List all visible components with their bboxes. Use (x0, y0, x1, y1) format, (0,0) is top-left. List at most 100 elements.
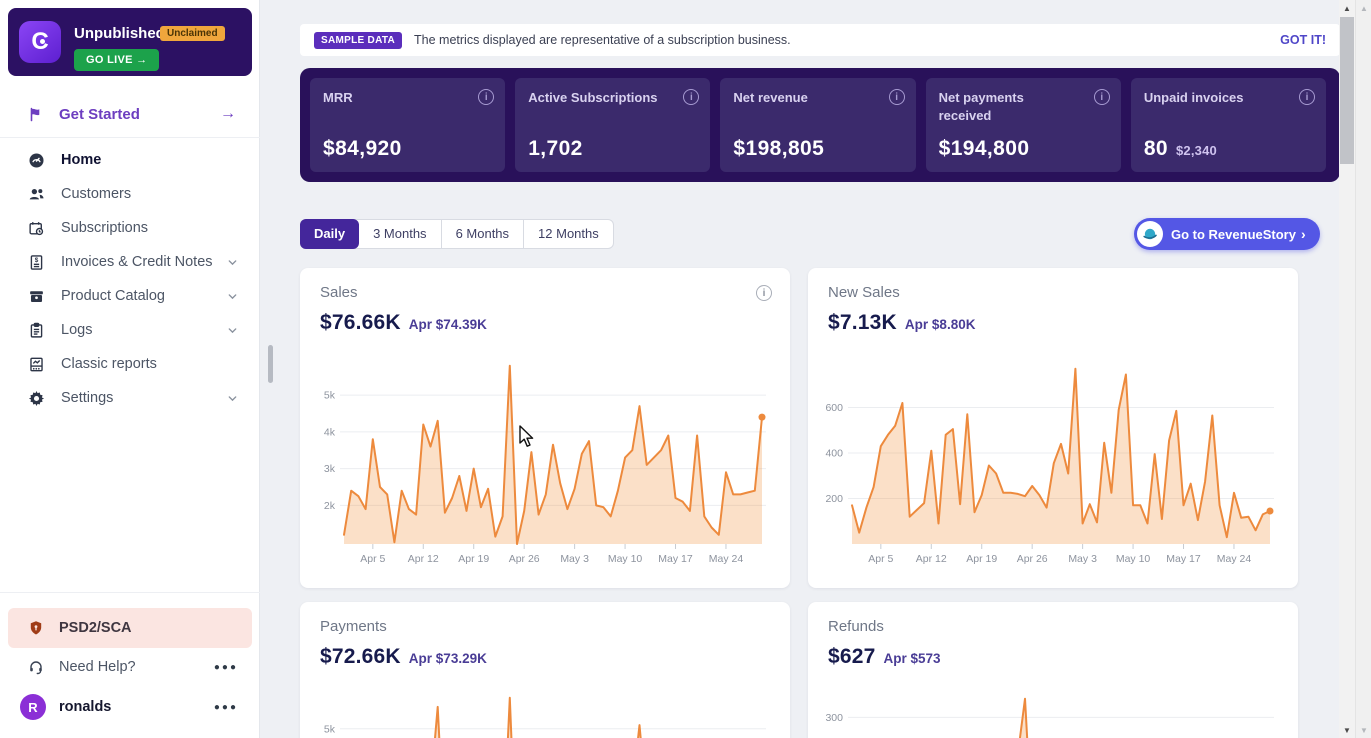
metric-label: Unpaid invoices (1143, 90, 1244, 105)
svg-text:Apr 26: Apr 26 (1017, 553, 1048, 565)
window-scrollbar[interactable]: ▲ ▼ (1355, 0, 1371, 738)
sample-data-banner: SAMPLE DATA The metrics displayed are re… (300, 24, 1340, 56)
chevron-down-icon (227, 393, 238, 404)
svg-text:May 10: May 10 (1116, 553, 1151, 565)
scroll-up-icon[interactable]: ▲ (1360, 3, 1368, 13)
svg-text:5k: 5k (324, 390, 336, 402)
svg-text:400: 400 (825, 448, 843, 460)
sidebar-item-classic-reports[interactable]: Classic reports (0, 347, 260, 381)
sidebar-item-label: Settings (61, 390, 114, 406)
svg-text:May 10: May 10 (608, 553, 643, 565)
svg-text:May 17: May 17 (1166, 553, 1201, 565)
avatar: R (20, 694, 46, 720)
user-more-menu[interactable]: ●●● (213, 701, 238, 713)
scroll-down-icon[interactable]: ▼ (1360, 725, 1368, 735)
svg-text:200: 200 (825, 493, 843, 505)
info-icon[interactable]: i (1093, 89, 1110, 105)
divider (0, 592, 260, 593)
metric-value: 80 $2,340 (1143, 137, 1217, 160)
need-help-label: Need Help? (59, 659, 136, 675)
go-live-button[interactable]: GO LIVE → (74, 49, 160, 71)
chevron-down-icon (227, 325, 238, 336)
sidebar-item-settings[interactable]: Settings (0, 381, 260, 415)
new-sales-chart: 600 400 200 Apr 5 Apr 12 Apr 19 Apr 26 May 3 May… (825, 367, 1274, 565)
refunds-chart-card: Refunds $627 Apr $573 30025020015010050Apr … (808, 602, 1298, 738)
svg-text:Apr 5: Apr 5 (360, 553, 385, 565)
sidebar-item-logs[interactable]: Logs (0, 313, 260, 347)
box-icon (28, 288, 46, 305)
metrics-band: MRR i $84,920 Active Subscriptions i 1,702 Net… (300, 68, 1340, 182)
banner-text: The metrics displayed are representative… (414, 33, 791, 47)
revenuestory-button[interactable]: Go to RevenueStory › (1134, 218, 1320, 250)
revenuestory-label: Go to RevenueStory (1171, 226, 1296, 242)
sidebar-item-need-help[interactable]: Need Help? ●●● (0, 650, 260, 684)
svg-text:Apr 5: Apr 5 (868, 553, 893, 565)
latest-point-dot (1266, 507, 1274, 515)
info-icon[interactable]: i (683, 89, 700, 105)
info-icon[interactable]: i (888, 89, 905, 105)
shield-lock-icon (28, 620, 44, 636)
chart-total: $76.66K (320, 311, 401, 334)
revenuestory-globe-icon (1137, 221, 1163, 247)
sidebar-item-psd2-sca[interactable]: PSD2/SCA (8, 608, 252, 648)
period-tabs: Daily 3 Months 6 Months 12 Months (300, 219, 614, 249)
calendar-icon (28, 220, 46, 237)
sidebar-item-label: Customers (61, 186, 132, 202)
sidebar-item-home[interactable]: Home (0, 143, 260, 177)
sidebar-item-label: Home (61, 152, 102, 168)
help-more-menu[interactable]: ●●● (213, 661, 238, 673)
chart-total: $7.13K (828, 311, 897, 334)
sidebar-item-customers[interactable]: Customers (0, 177, 260, 211)
chevron-down-icon (227, 291, 238, 302)
chart-compare: Apr $73.29K (408, 651, 487, 666)
sidebar: C Unpublished Unclaimed GO LIVE → Get St… (0, 0, 260, 738)
sidebar-item-get-started[interactable]: Get Started → (0, 96, 260, 132)
metric-value: $194,800 (938, 137, 1030, 160)
metric-value: 1,702 (528, 137, 583, 160)
report-icon (28, 356, 46, 373)
chart-title: New Sales (828, 284, 900, 301)
metric-card-net-payments-received: Net payments received i $194,800 (925, 78, 1121, 172)
sidebar-item-label: Product Catalog (61, 288, 165, 304)
info-icon[interactable]: i (756, 285, 772, 301)
speedometer-icon (28, 152, 46, 169)
svg-text:2k: 2k (324, 500, 336, 512)
metric-label: Active Subscriptions (528, 90, 658, 105)
sidebar-item-product-catalog[interactable]: Product Catalog (0, 279, 260, 313)
got-it-link[interactable]: GOT IT! (1280, 33, 1326, 47)
sidebar-scrollbar-thumb[interactable] (268, 345, 273, 383)
metric-card-active-subscriptions: Active Subscriptions i 1,702 (515, 78, 711, 172)
arrow-right-icon: → (220, 105, 236, 122)
sidebar-item-label: Logs (61, 322, 93, 338)
sidebar-item-user[interactable]: R ronalds ●●● (0, 688, 260, 726)
svg-text:300: 300 (825, 712, 843, 724)
get-started-label: Get Started (59, 105, 140, 123)
scroll-up-icon[interactable]: ▲ (1343, 3, 1351, 13)
metric-value: $198,805 (733, 137, 825, 160)
chargebee-logo-icon: C (19, 21, 61, 63)
metric-sub-value: $2,340 (1175, 143, 1217, 158)
tab-daily[interactable]: Daily (300, 219, 360, 249)
tab-6-months[interactable]: 6 Months (442, 220, 525, 248)
svg-text:3k: 3k (324, 463, 336, 475)
scroll-down-icon[interactable]: ▼ (1343, 725, 1351, 735)
metric-label: MRR (323, 90, 353, 105)
chart-total: $72.66K (320, 645, 401, 668)
content-scrollbar-thumb[interactable] (1340, 17, 1354, 164)
info-icon[interactable]: i (478, 89, 495, 105)
new-sales-chart-card: New Sales $7.13K Apr $8.80K 600 400 200 Apr 5 A… (808, 268, 1298, 588)
divider (0, 137, 260, 138)
content-scrollbar[interactable]: ▲ ▼ (1339, 0, 1355, 738)
gear-icon (28, 390, 46, 407)
tab-12-months[interactable]: 12 Months (538, 226, 599, 241)
sidebar-item-invoices-credit-notes[interactable]: $ Invoices & Credit Notes (0, 245, 260, 279)
info-icon[interactable]: i (1299, 89, 1316, 105)
sidebar-item-subscriptions[interactable]: Subscriptions (0, 211, 260, 245)
tab-3-months[interactable]: 3 Months (359, 220, 442, 248)
clipboard-icon (28, 322, 46, 339)
svg-text:May 3: May 3 (1068, 553, 1097, 565)
svg-text:May 3: May 3 (560, 553, 589, 565)
sales-chart: 5k 4k 3k 2k Apr 5 Apr 12 Apr 19 Apr 26 May 3 May … (324, 364, 766, 565)
